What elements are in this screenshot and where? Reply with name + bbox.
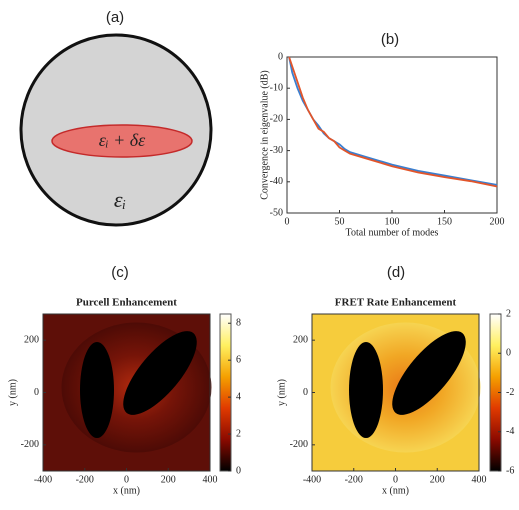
outer-label: εᵢ	[114, 187, 126, 212]
panel-label: (b)	[381, 31, 399, 48]
x-tick-label: 0	[393, 474, 398, 485]
x-tick-label: 0	[285, 216, 290, 227]
y-tick-label: 0	[303, 387, 308, 398]
colorbar-tick-label: -2	[506, 387, 514, 398]
y-tick-label: -10	[270, 82, 283, 93]
colorbar-tick-label: 8	[236, 318, 241, 329]
y-tick-label: 200	[24, 334, 39, 345]
x-tick-label: 400	[203, 474, 218, 485]
colorbar-tick-label: 0	[236, 465, 241, 476]
colorbar	[219, 313, 232, 472]
inner-label: εᵢ + δε	[99, 130, 146, 150]
particle	[123, 331, 197, 415]
y-tick-label: -40	[270, 176, 283, 187]
x-tick-label: -200	[76, 474, 94, 485]
colorbar-tick-label: 2	[236, 428, 241, 439]
y-axis-label: y (nm)	[7, 379, 18, 406]
particle	[80, 342, 114, 438]
panel-label: (d)	[387, 264, 405, 281]
y-axis-label: y (nm)	[276, 379, 287, 406]
y-tick-label: 0	[34, 387, 39, 398]
y-tick-label: -200	[290, 439, 308, 450]
colorbar-tick-label: 6	[236, 354, 241, 365]
heatmap	[312, 314, 481, 471]
x-tick-label: -200	[345, 474, 363, 485]
series-line	[288, 56, 498, 188]
x-axis-label: Total number of modes	[346, 227, 439, 238]
x-tick-label: 200	[161, 474, 176, 485]
x-tick-label: 100	[385, 216, 400, 227]
particle	[349, 342, 383, 438]
x-tick-label: 200	[490, 216, 505, 227]
x-axis-label: x (nm)	[113, 485, 140, 496]
plot-frame	[286, 56, 498, 214]
y-axis-label: Convergence in eigenvalue (dB)	[259, 70, 270, 200]
x-tick-label: 50	[335, 216, 345, 227]
y-tick-label: -200	[21, 439, 39, 450]
y-tick-label: -20	[270, 114, 283, 125]
x-tick-label: 200	[430, 474, 445, 485]
inner-ellipse	[51, 124, 193, 158]
x-tick-label: 150	[437, 216, 452, 227]
heatmap	[43, 314, 212, 471]
x-tick-label: 0	[124, 474, 129, 485]
x-tick-label: 400	[472, 474, 487, 485]
colorbar-tick-label: 2	[506, 308, 511, 319]
y-tick-label: -30	[270, 145, 283, 156]
y-tick-label: 200	[293, 334, 308, 345]
colorbar-tick-label: -4	[506, 426, 514, 437]
panel-a: (a) εᵢ + δε εᵢ	[19, 9, 213, 227]
y-tick-label: 0	[278, 51, 283, 62]
panel-label: (a)	[106, 9, 124, 26]
panel-label: (c)	[111, 264, 129, 281]
chart-title: FRET Rate Enhancement	[335, 297, 457, 309]
colorbar-tick-label: 0	[506, 348, 511, 359]
x-tick-label: -400	[303, 474, 321, 485]
colorbar-tick-label: 4	[236, 391, 241, 402]
x-tick-label: -400	[34, 474, 52, 485]
y-tick-label: -50	[270, 207, 283, 218]
particle	[392, 331, 466, 415]
colorbar-tick-label: -6	[506, 465, 514, 476]
chart-title: Purcell Enhancement	[76, 297, 177, 309]
x-axis-label: x (nm)	[382, 485, 409, 496]
